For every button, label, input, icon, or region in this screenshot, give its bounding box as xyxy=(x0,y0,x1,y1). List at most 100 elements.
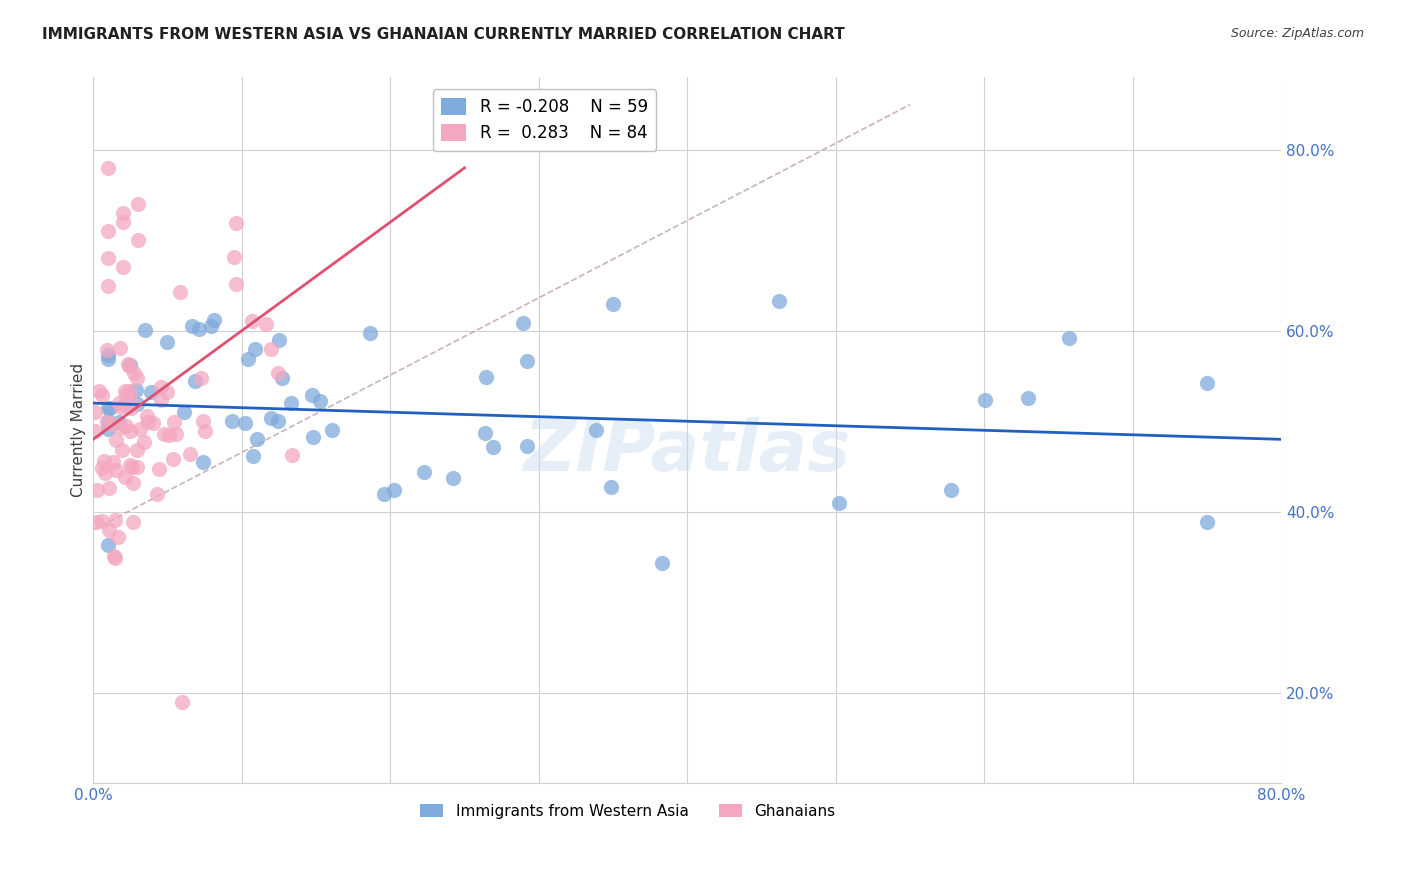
Ghanaians xyxy=(117,357,139,371)
Ghanaians xyxy=(103,455,125,469)
Immigrants from Western Asia xyxy=(1197,515,1219,529)
Ghanaians xyxy=(191,414,214,428)
Immigrants from Western Asia xyxy=(260,411,283,425)
Ghanaians xyxy=(114,398,136,412)
Ghanaians xyxy=(118,359,141,373)
Immigrants from Western Asia xyxy=(301,388,323,402)
Text: Source: ZipAtlas.com: Source: ZipAtlas.com xyxy=(1230,27,1364,40)
Immigrants from Western Asia xyxy=(939,483,962,498)
Immigrants from Western Asia xyxy=(651,557,673,571)
Ghanaians xyxy=(132,435,155,450)
Immigrants from Western Asia xyxy=(382,483,405,498)
Immigrants from Western Asia xyxy=(474,425,496,440)
Ghanaians xyxy=(165,426,187,441)
Ghanaians xyxy=(90,388,112,402)
Ghanaians xyxy=(260,342,283,356)
Immigrants from Western Asia xyxy=(443,471,465,485)
Immigrants from Western Asia xyxy=(233,417,256,431)
Immigrants from Western Asia xyxy=(302,430,325,444)
Ghanaians xyxy=(127,371,149,385)
Immigrants from Western Asia xyxy=(271,370,294,384)
Ghanaians xyxy=(83,425,105,439)
Ghanaians xyxy=(225,216,247,230)
Ghanaians xyxy=(97,252,120,266)
Immigrants from Western Asia xyxy=(828,496,851,510)
Ghanaians xyxy=(104,513,127,527)
Ghanaians xyxy=(179,446,201,460)
Immigrants from Western Asia xyxy=(98,401,121,415)
Ghanaians xyxy=(142,416,165,430)
Ghanaians xyxy=(162,416,184,430)
Immigrants from Western Asia xyxy=(97,352,120,367)
Ghanaians xyxy=(110,419,132,434)
Immigrants from Western Asia xyxy=(474,370,496,384)
Ghanaians xyxy=(150,392,173,407)
Ghanaians xyxy=(120,401,142,416)
Immigrants from Western Asia xyxy=(512,316,534,330)
Ghanaians xyxy=(110,341,132,355)
Immigrants from Western Asia xyxy=(202,313,225,327)
Ghanaians xyxy=(83,404,105,418)
Immigrants from Western Asia xyxy=(134,323,156,337)
Ghanaians xyxy=(122,515,145,529)
Ghanaians xyxy=(114,387,136,401)
Immigrants from Western Asia xyxy=(125,383,148,397)
Ghanaians xyxy=(86,483,108,498)
Immigrants from Western Asia xyxy=(482,440,505,454)
Ghanaians xyxy=(104,550,127,565)
Immigrants from Western Asia xyxy=(200,318,222,333)
Immigrants from Western Asia xyxy=(156,335,179,350)
Ghanaians xyxy=(107,530,129,544)
Ghanaians xyxy=(149,380,172,394)
Immigrants from Western Asia xyxy=(97,348,120,362)
Ghanaians xyxy=(135,409,157,424)
Ghanaians xyxy=(127,233,149,247)
Ghanaians xyxy=(93,454,115,468)
Ghanaians xyxy=(115,419,138,434)
Ghanaians xyxy=(103,549,125,563)
Ghanaians xyxy=(118,384,141,398)
Immigrants from Western Asia xyxy=(97,537,120,551)
Ghanaians xyxy=(136,415,159,429)
Ghanaians xyxy=(155,384,177,399)
Ghanaians xyxy=(120,393,142,408)
Ghanaians xyxy=(127,197,149,211)
Ghanaians xyxy=(114,384,136,399)
Immigrants from Western Asia xyxy=(125,397,148,411)
Ghanaians xyxy=(170,695,193,709)
Ghanaians xyxy=(157,428,180,442)
Ghanaians xyxy=(118,424,141,438)
Ghanaians xyxy=(281,448,304,462)
Ghanaians xyxy=(87,384,110,398)
Immigrants from Western Asia xyxy=(269,333,291,347)
Ghanaians xyxy=(222,250,245,264)
Immigrants from Western Asia xyxy=(602,296,624,310)
Ghanaians xyxy=(86,515,108,529)
Ghanaians xyxy=(190,371,212,385)
Text: IMMIGRANTS FROM WESTERN ASIA VS GHANAIAN CURRENTLY MARRIED CORRELATION CHART: IMMIGRANTS FROM WESTERN ASIA VS GHANAIAN… xyxy=(42,27,845,42)
Ghanaians xyxy=(121,460,143,475)
Immigrants from Western Asia xyxy=(267,414,290,428)
Immigrants from Western Asia xyxy=(181,318,204,333)
Immigrants from Western Asia xyxy=(1017,391,1039,405)
Ghanaians xyxy=(94,466,117,480)
Ghanaians xyxy=(194,424,217,438)
Immigrants from Western Asia xyxy=(974,393,997,408)
Immigrants from Western Asia xyxy=(585,423,607,437)
Ghanaians xyxy=(97,481,120,495)
Ghanaians xyxy=(114,469,136,483)
Ghanaians xyxy=(105,433,128,447)
Immigrants from Western Asia xyxy=(321,423,343,437)
Ghanaians xyxy=(111,442,134,457)
Immigrants from Western Asia xyxy=(1059,331,1081,345)
Ghanaians xyxy=(121,475,143,490)
Ghanaians xyxy=(90,514,112,528)
Immigrants from Western Asia xyxy=(188,322,211,336)
Immigrants from Western Asia xyxy=(243,343,266,357)
Ghanaians xyxy=(162,451,184,466)
Ghanaians xyxy=(225,277,247,292)
Immigrants from Western Asia xyxy=(97,422,120,436)
Ghanaians xyxy=(97,278,120,293)
Ghanaians xyxy=(111,215,134,229)
Immigrants from Western Asia xyxy=(516,354,538,368)
